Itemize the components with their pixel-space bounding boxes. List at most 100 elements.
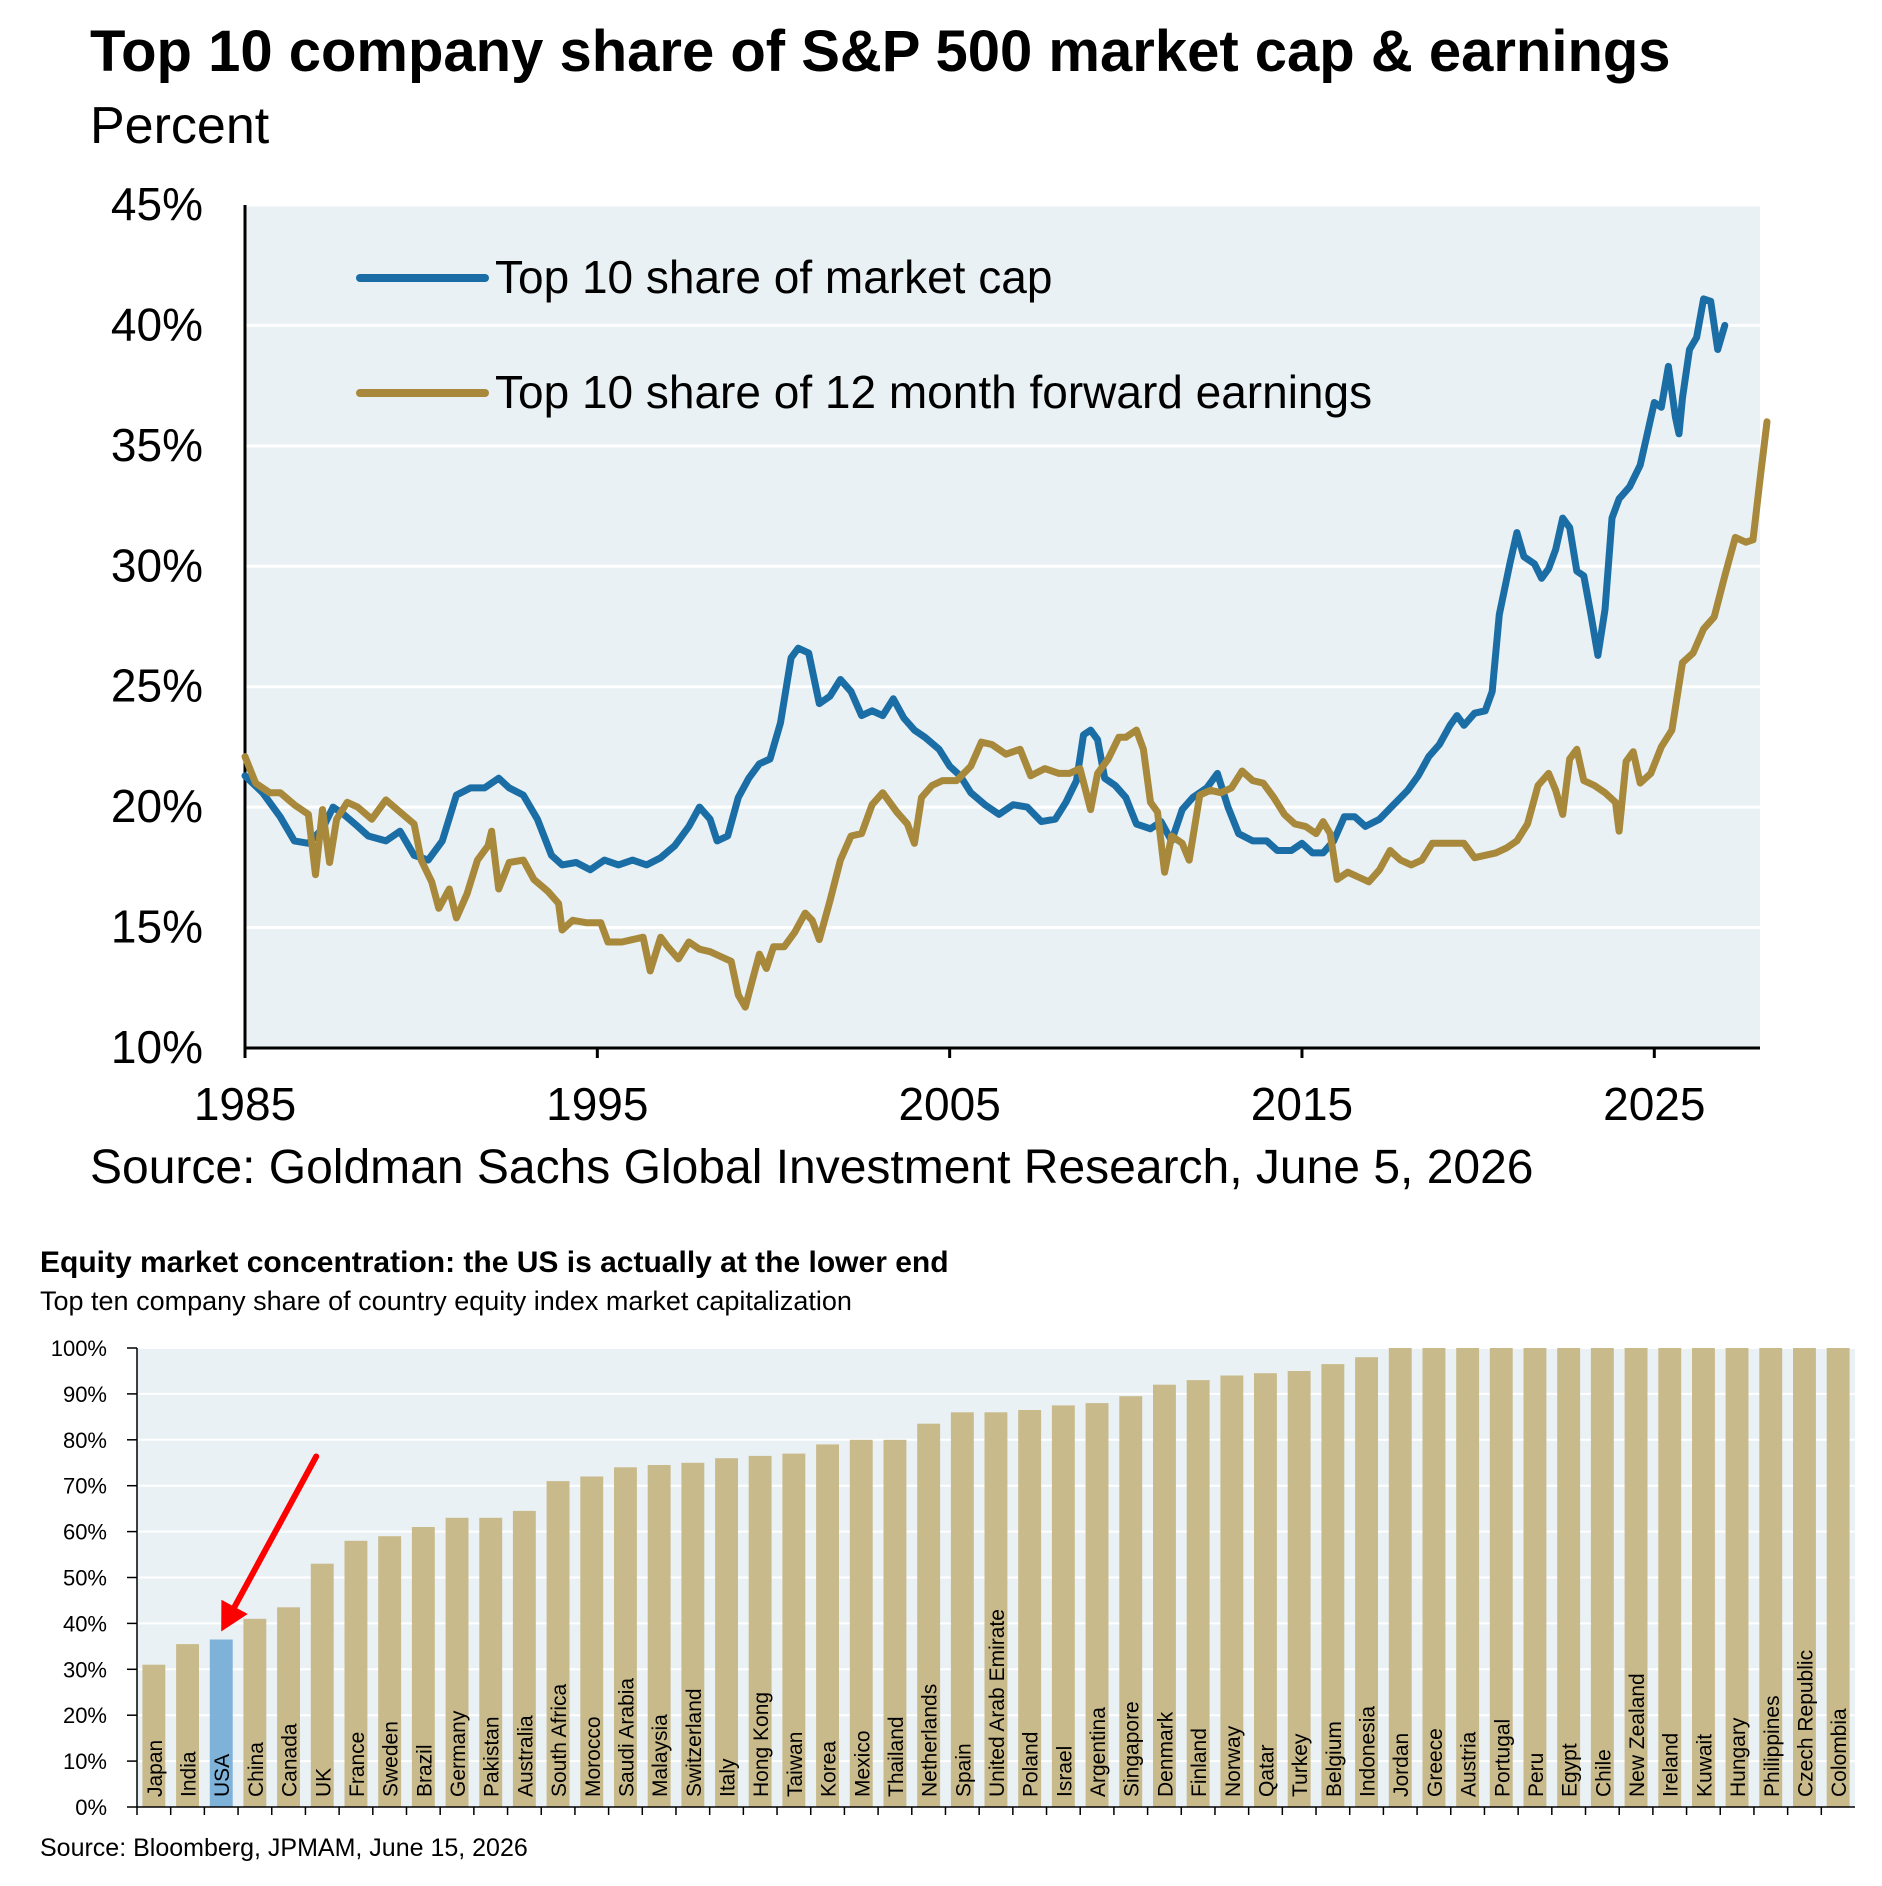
- bar-pakistan: [479, 1517, 503, 1807]
- bar-kuwait: [1692, 1348, 1715, 1807]
- bar-brazil: [411, 1527, 435, 1807]
- bar-switzerland: [681, 1462, 705, 1808]
- bar-malaysia: [647, 1465, 671, 1807]
- y-tick-label: 100%: [51, 1336, 107, 1361]
- category-label: United Arab Emirate: [986, 1609, 1009, 1797]
- category-label: Korea: [818, 1741, 841, 1797]
- bar-belgium: [1321, 1364, 1345, 1807]
- x-tick-label: 1995: [546, 1078, 648, 1130]
- category-label: Malaysia: [649, 1714, 672, 1797]
- category-label: Chile: [1592, 1749, 1615, 1797]
- bar-qatar: [1254, 1373, 1277, 1807]
- category-label: Germany: [447, 1710, 470, 1797]
- chart1-subtitle: Percent: [90, 97, 270, 155]
- bar-poland: [1018, 1410, 1042, 1807]
- category-label: Taiwan: [784, 1732, 807, 1797]
- y-tick-label: 40%: [63, 1611, 107, 1636]
- x-tick-label: 2025: [1603, 1078, 1705, 1130]
- y-tick-label: 90%: [63, 1382, 107, 1407]
- y-tick-label: 0%: [75, 1795, 107, 1820]
- bar-austria: [1456, 1348, 1480, 1807]
- bar-chile: [1590, 1348, 1614, 1807]
- bar-france: [344, 1540, 368, 1807]
- x-tick-label: 1985: [194, 1078, 296, 1130]
- arrow-head: [221, 1599, 248, 1632]
- bar-uk: [310, 1563, 334, 1807]
- category-label: Indonesia: [1357, 1706, 1380, 1797]
- category-label: Turkey: [1289, 1733, 1312, 1797]
- bar-germany: [445, 1517, 469, 1807]
- category-label: Qatar: [1256, 1744, 1279, 1797]
- bar-hong-kong: [748, 1455, 772, 1807]
- category-label: Saudi Arabia: [616, 1678, 639, 1797]
- bar-colombia: [1826, 1348, 1850, 1807]
- category-label: Australia: [514, 1715, 537, 1797]
- category-label: China: [245, 1742, 268, 1797]
- category-label: Egypt: [1559, 1743, 1582, 1797]
- bar-egypt: [1557, 1348, 1581, 1807]
- chart2-subtitle: Top ten company share of country equity …: [40, 1286, 852, 1316]
- bar-japan: [142, 1664, 166, 1807]
- bar-portugal: [1489, 1348, 1513, 1807]
- category-label: Poland: [1020, 1732, 1043, 1797]
- category-label: Italy: [717, 1758, 740, 1797]
- bar-jordan: [1388, 1348, 1412, 1807]
- chart1-line-chart: 10% 15% 20% 25% 30% 35% 40% 45% 1985 1995 2005 2015…: [111, 178, 1771, 1130]
- y-tick-label: 50%: [63, 1566, 107, 1591]
- category-label: Morocco: [582, 1716, 605, 1797]
- bar-south-africa: [546, 1481, 570, 1807]
- bar-turkey: [1287, 1371, 1311, 1807]
- y-tick-label: 20%: [111, 780, 203, 832]
- y-tick-label: 25%: [111, 660, 203, 712]
- bar-argentina: [1085, 1403, 1109, 1807]
- category-label: Kuwait: [1693, 1734, 1716, 1797]
- category-label: Portugal: [1491, 1719, 1514, 1797]
- category-label: USA: [211, 1754, 234, 1797]
- y-tick-label: 10%: [63, 1749, 107, 1774]
- bar-singapore: [1119, 1396, 1143, 1807]
- y-tick-label: 70%: [63, 1474, 107, 1499]
- chart1-title: Top 10 company share of S&P 500 market c…: [90, 19, 1671, 84]
- bar-taiwan: [782, 1453, 806, 1807]
- category-label: Hong Kong: [750, 1692, 773, 1797]
- arrow-shaft: [231, 1453, 320, 1610]
- bar-israel: [1051, 1405, 1075, 1807]
- category-label: Mexico: [851, 1730, 874, 1797]
- legend-label-1: Top 10 share of market cap: [495, 251, 1052, 303]
- category-label: Singapore: [1121, 1701, 1144, 1797]
- category-label: Colombia: [1828, 1708, 1851, 1797]
- category-label: Norway: [1222, 1725, 1245, 1797]
- category-label: Jordan: [1390, 1733, 1413, 1797]
- category-label: Israel: [1053, 1746, 1076, 1797]
- bar-czech-republic: [1793, 1348, 1816, 1807]
- category-label: Switzerland: [683, 1688, 706, 1797]
- bar-spain: [950, 1412, 974, 1807]
- bar-australia: [512, 1510, 536, 1807]
- bar-denmark: [1153, 1384, 1176, 1807]
- chart2-title: Equity market concentration: the US is a…: [40, 1246, 949, 1279]
- category-label: Denmark: [1154, 1711, 1177, 1797]
- category-label: France: [346, 1732, 369, 1797]
- legend-label-2: Top 10 share of 12 month forward earning…: [495, 366, 1372, 418]
- category-label: Belgium: [1323, 1721, 1346, 1797]
- bar-saudi-arabia: [614, 1467, 637, 1807]
- category-label: Thailand: [885, 1716, 908, 1797]
- bar-thailand: [883, 1439, 907, 1807]
- category-label: South Africa: [548, 1683, 571, 1797]
- category-label: Argentina: [1087, 1707, 1110, 1797]
- category-label: India: [178, 1751, 201, 1797]
- category-label: Czech Republic: [1795, 1650, 1818, 1797]
- bar-korea: [816, 1444, 839, 1807]
- bar-indonesia: [1355, 1357, 1378, 1807]
- y-tick-label: 60%: [63, 1520, 107, 1545]
- y-tick-label: 30%: [63, 1657, 107, 1682]
- bar-mexico: [849, 1439, 873, 1807]
- chart1-source: Source: Goldman Sachs Global Investment …: [90, 1141, 1534, 1194]
- y-tick-label: 30%: [111, 539, 203, 591]
- bar-india: [176, 1644, 199, 1807]
- y-tick-label: 35%: [111, 419, 203, 471]
- y-tick-label: 80%: [63, 1428, 107, 1453]
- category-label: UK: [312, 1768, 335, 1797]
- bar-morocco: [580, 1476, 604, 1807]
